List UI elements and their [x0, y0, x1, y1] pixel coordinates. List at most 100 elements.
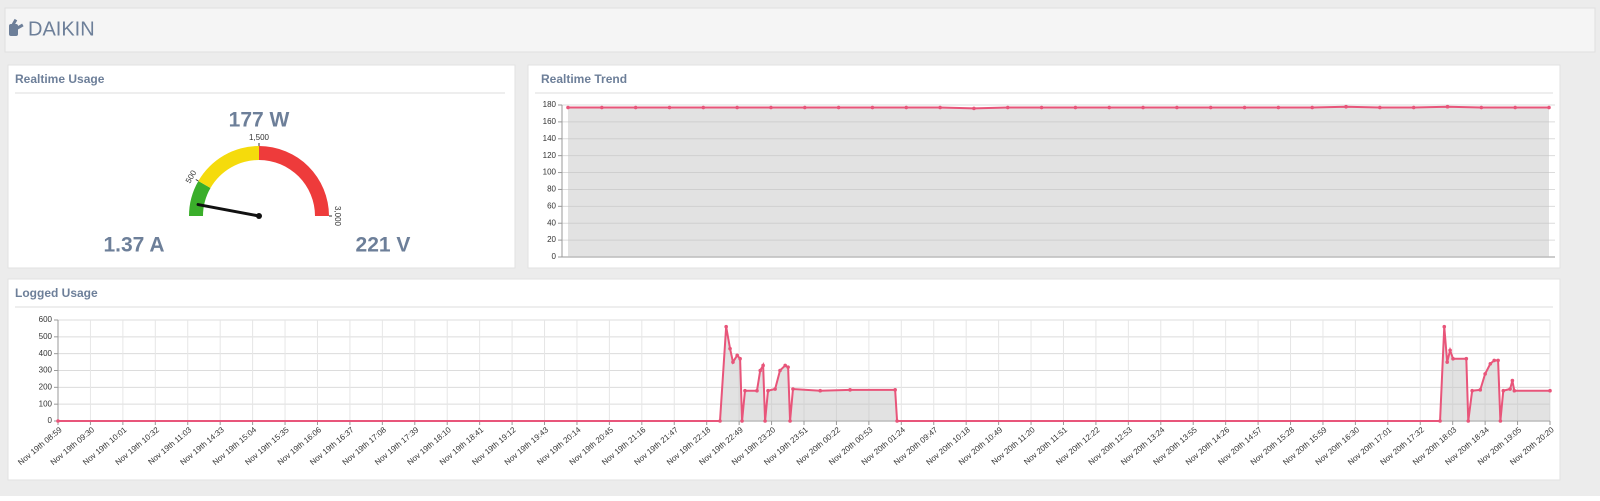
point [738, 356, 742, 361]
point [1470, 388, 1474, 393]
point [1039, 105, 1044, 110]
point [818, 388, 823, 393]
point [600, 105, 604, 110]
point [1344, 104, 1348, 109]
point [1442, 324, 1447, 329]
y-tick-label: 100 [543, 168, 557, 177]
panel-title: Realtime Trend [541, 72, 627, 86]
y-tick-label: 80 [547, 185, 556, 194]
point [1510, 378, 1515, 383]
app-title: DAIKIN [28, 18, 95, 40]
point [870, 105, 875, 110]
point [1496, 358, 1500, 363]
point [1242, 105, 1247, 110]
point [761, 363, 765, 368]
voltage-value: 221 V [356, 234, 411, 257]
gauge-band [259, 146, 329, 216]
area-fill [58, 326, 1550, 421]
point [1448, 348, 1452, 353]
point [1479, 105, 1484, 110]
point [667, 105, 672, 110]
point [1488, 361, 1493, 366]
point [566, 105, 570, 110]
current-value: 1.37 A [103, 234, 164, 257]
point [1501, 388, 1506, 393]
point [1438, 419, 1442, 423]
point [1276, 105, 1281, 110]
point [938, 105, 942, 110]
point [740, 419, 744, 423]
point [1310, 105, 1315, 110]
panel [7, 64, 516, 269]
point [783, 363, 787, 368]
area-fill [568, 106, 1549, 257]
point [1498, 419, 1503, 423]
point [1547, 105, 1551, 110]
point [743, 388, 747, 393]
point [766, 388, 770, 393]
y-tick-label: 200 [39, 382, 53, 391]
point [904, 105, 909, 110]
point [701, 105, 706, 110]
point [56, 419, 60, 423]
point [1073, 105, 1078, 110]
gauge-tick-label: 1,500 [249, 133, 270, 142]
y-tick-label: 0 [552, 252, 557, 261]
point [1445, 360, 1449, 364]
point [1107, 105, 1112, 110]
y-tick-label: 120 [543, 151, 557, 160]
point [791, 387, 795, 391]
point [1508, 387, 1512, 391]
point [1005, 105, 1010, 110]
line [568, 105, 1549, 110]
gauge-band [198, 146, 259, 188]
point [1141, 105, 1145, 110]
gauge-band [189, 181, 211, 216]
point [972, 106, 976, 111]
point [758, 368, 763, 373]
y-tick-label: 60 [547, 201, 556, 210]
point [633, 105, 638, 110]
gauge-needle [196, 203, 261, 218]
point [788, 419, 792, 423]
point [1478, 388, 1483, 392]
point [728, 346, 732, 351]
point [718, 419, 722, 423]
power-value: 177 W [229, 109, 290, 132]
header-bar [4, 7, 1596, 53]
point [769, 105, 773, 110]
y-tick-label: 140 [543, 134, 557, 143]
point [735, 105, 739, 110]
point [848, 388, 852, 392]
gauge-tick-label: 3,000 [333, 206, 342, 227]
y-tick-label: 20 [547, 235, 556, 244]
point [1451, 356, 1455, 361]
point [1464, 356, 1469, 361]
needle-hub [256, 213, 262, 219]
y-tick-label: 160 [543, 117, 557, 126]
y-tick-label: 300 [39, 366, 53, 375]
point [778, 368, 782, 373]
point [1466, 419, 1471, 423]
point [1445, 104, 1450, 109]
point [836, 105, 841, 110]
panel-title: Logged Usage [15, 286, 98, 300]
y-tick-label: 40 [547, 218, 556, 227]
point [1378, 105, 1382, 110]
y-tick-label: 400 [39, 349, 53, 358]
point [773, 387, 777, 391]
point [1492, 358, 1497, 363]
point [1175, 105, 1179, 110]
point [1208, 105, 1213, 110]
point [1512, 388, 1517, 393]
point [786, 365, 790, 369]
point [755, 388, 759, 393]
y-tick-label: 600 [39, 315, 53, 324]
y-tick-label: 0 [48, 416, 53, 425]
point [893, 388, 897, 392]
point [1548, 388, 1552, 393]
point [763, 419, 767, 423]
point [802, 105, 807, 110]
point [735, 353, 739, 358]
